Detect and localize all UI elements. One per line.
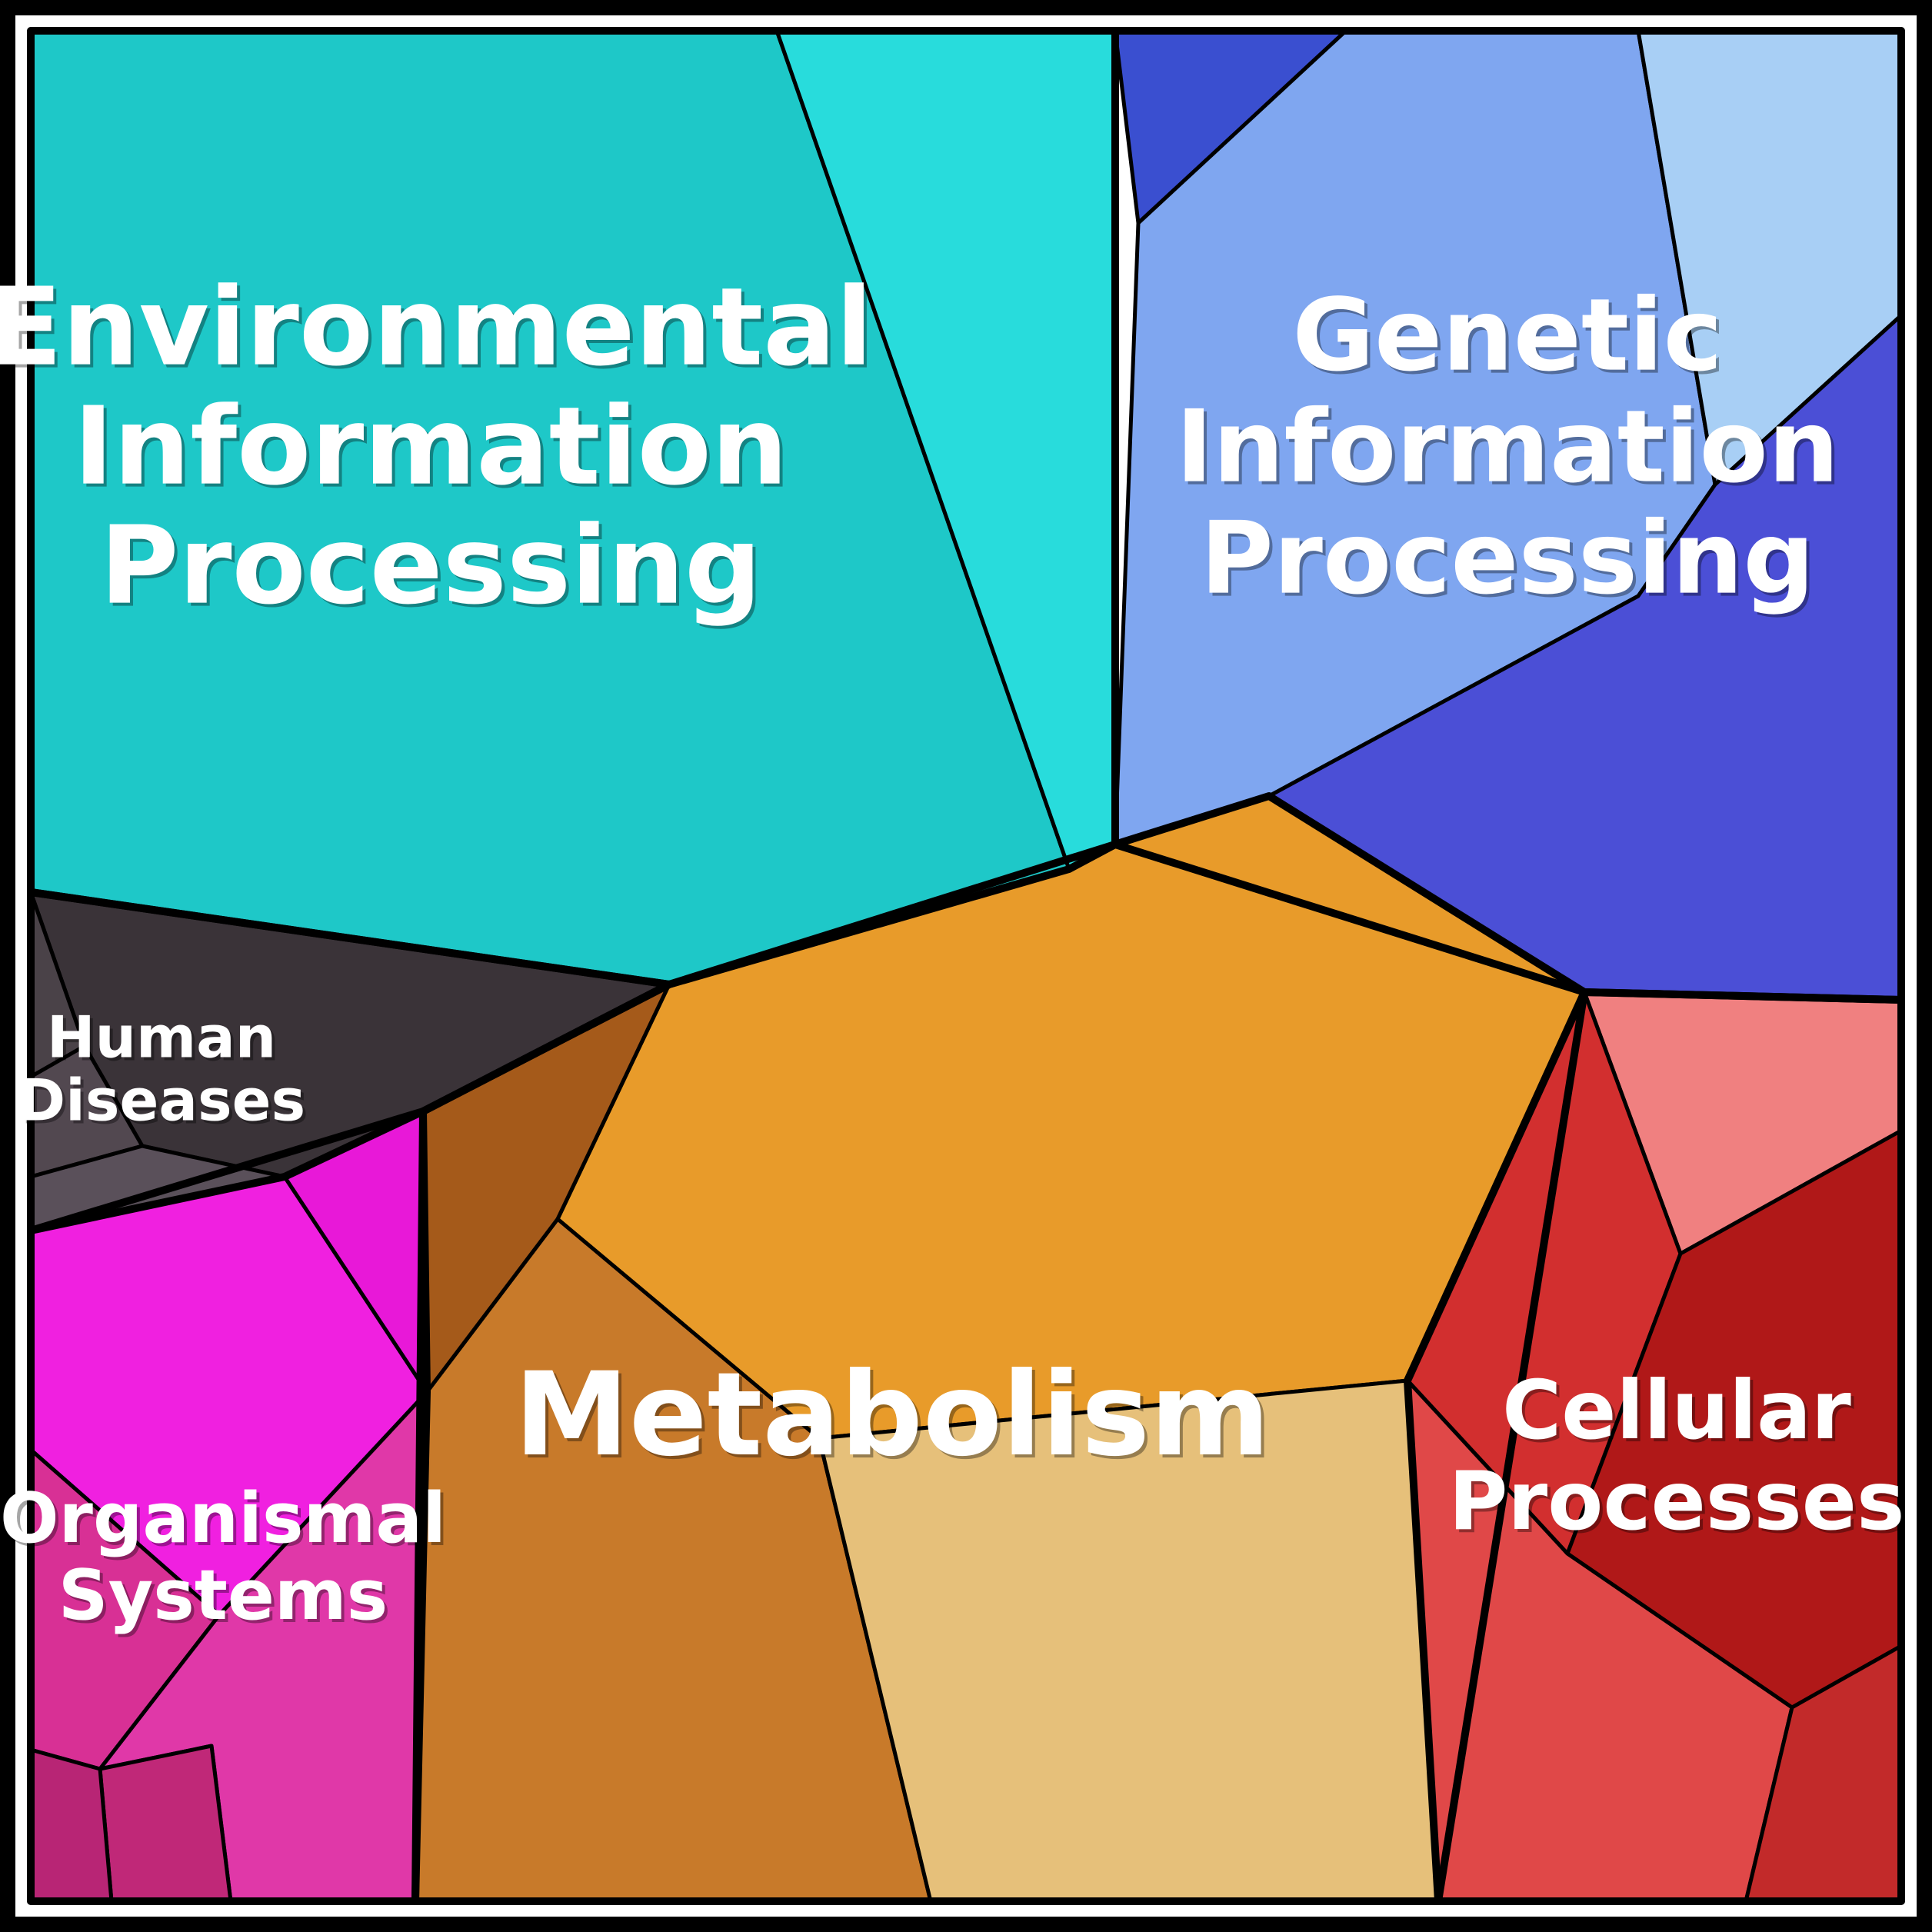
label-organismal-1: Systems	[58, 1555, 388, 1636]
label-human-0: Human	[47, 1004, 276, 1071]
label-cellular-0: Cellular	[1502, 1364, 1851, 1457]
label-metabolism-0: Metabolism	[515, 1348, 1271, 1482]
label-genetic-1: Information	[1176, 388, 1840, 505]
label-human-1: Diseases	[18, 1067, 305, 1134]
label-environmental-1: Information	[73, 385, 788, 510]
cell-organismal-5	[31, 1750, 112, 1901]
voronoi-treemap: EnvironmentalInformationProcessingEnviro…	[0, 0, 1932, 1932]
label-cellular-1: Processes	[1448, 1454, 1904, 1548]
cell-organismal-4	[100, 1746, 231, 1901]
label-environmental-0: Environmental	[0, 265, 873, 391]
label-organismal-0: Organismal	[0, 1478, 446, 1559]
label-environmental-2: Processing	[100, 504, 761, 629]
label-genetic-0: Genetic	[1292, 277, 1722, 394]
label-genetic-2: Processing	[1201, 500, 1815, 617]
